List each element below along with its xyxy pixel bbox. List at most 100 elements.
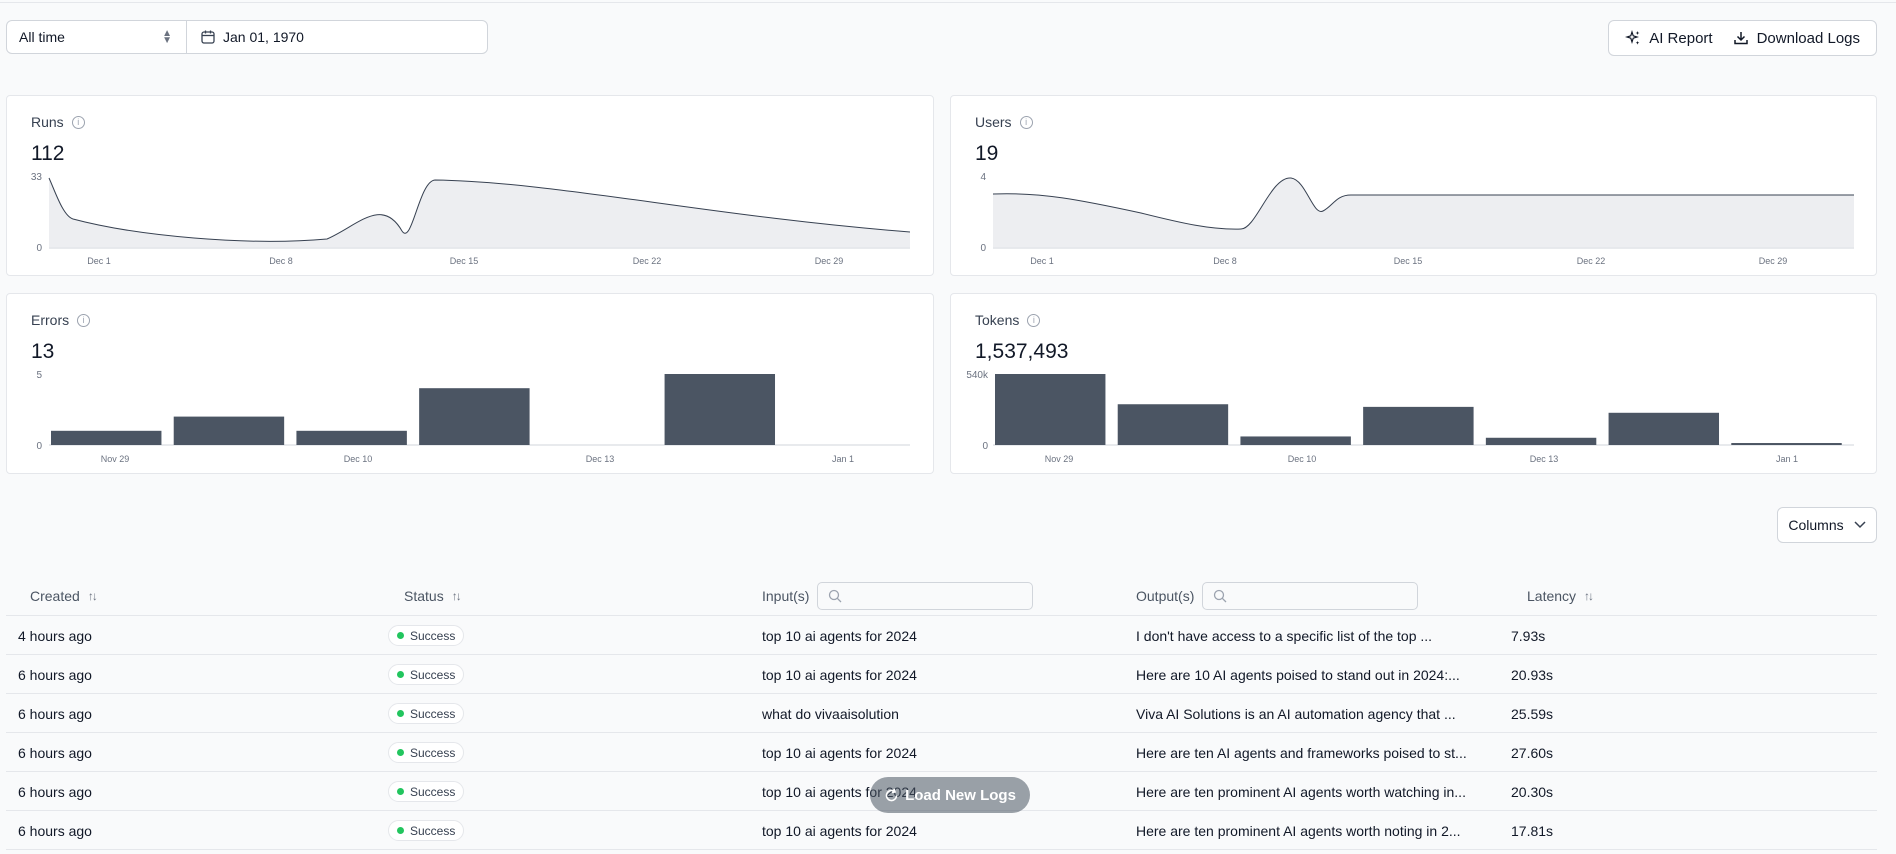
ai-report-label: AI Report xyxy=(1649,29,1713,47)
status-label: Success xyxy=(410,667,456,682)
latency-cell: 25.59s xyxy=(1511,705,1554,722)
sort-icon[interactable]: ↑↓ xyxy=(1584,589,1594,603)
updown-chevron-icon: ▲ ▼ xyxy=(162,28,172,46)
runs-chart: 33 0 Dec 1 Dec 8 Dec 15 Dec 22 Dec 29 xyxy=(31,172,911,266)
runs-area xyxy=(49,178,910,248)
tokens-bar[interactable] xyxy=(1363,406,1474,445)
errors-title-text: Errors xyxy=(31,312,70,328)
runs-xtick: Dec 15 xyxy=(450,256,479,266)
tokens-bar[interactable] xyxy=(1117,404,1229,445)
table-row[interactable]: 6 hours ago Success top 10 ai agents for… xyxy=(6,733,1877,772)
runs-xtick: Dec 29 xyxy=(815,256,844,266)
output-cell: Here are 10 AI agents poised to stand ou… xyxy=(1136,666,1460,683)
created-header[interactable]: Created ↑↓ xyxy=(30,576,98,616)
created-cell: 4 hours ago xyxy=(18,627,92,644)
runs-ymax: 33 xyxy=(31,172,43,183)
tokens-chart: 540k 0 Nov 29 Dec 10 Dec 13 Jan 1 xyxy=(966,370,1854,464)
input-cell: top 10 ai agents for 2024 xyxy=(762,627,917,644)
errors-chart: 5 0 Nov 29 Dec 10 Dec 13 Jan 1 xyxy=(36,370,910,464)
status-badge: Success xyxy=(388,820,465,841)
output-cell: Here are ten AI agents and frameworks po… xyxy=(1136,744,1467,761)
errors-bar[interactable] xyxy=(664,374,776,445)
errors-bar[interactable] xyxy=(173,416,285,445)
status-badge: Success xyxy=(388,625,465,646)
success-dot-icon xyxy=(397,671,404,678)
errors-bar[interactable] xyxy=(296,430,407,445)
status-header[interactable]: Status ↑↓ xyxy=(404,576,462,616)
input-cell: top 10 ai agents for 2024 xyxy=(762,822,917,839)
time-range-value: All time xyxy=(19,29,65,45)
latency-cell: 27.60s xyxy=(1511,744,1554,761)
tokens-bar[interactable] xyxy=(1240,436,1351,445)
errors-card: Errors i 13 5 0 Nov 29 Dec 10 Dec 13 Jan … xyxy=(6,293,934,474)
errors-ymin: 0 xyxy=(36,441,42,452)
logs-table: Created ↑↓ Status ↑↓ Input(s) Output(s) La… xyxy=(6,576,1877,850)
runs-line xyxy=(48,177,911,242)
users-xtick: Dec 15 xyxy=(1394,256,1423,266)
time-range-select[interactable]: All time ▲ ▼ xyxy=(7,21,187,53)
errors-bar[interactable] xyxy=(51,430,162,445)
tokens-bar[interactable] xyxy=(1731,443,1842,445)
info-icon[interactable]: i xyxy=(77,313,91,327)
download-icon xyxy=(1733,32,1748,45)
info-icon[interactable]: i xyxy=(1027,313,1041,327)
date-picker[interactable]: Jan 01, 1970 xyxy=(187,21,487,53)
columns-button[interactable]: Columns xyxy=(1777,507,1877,543)
errors-xtick: Jan 1 xyxy=(832,454,854,464)
latency-header[interactable]: Latency ↑↓ xyxy=(1527,576,1594,616)
tokens-xtick: Nov 29 xyxy=(1045,454,1074,464)
created-cell: 6 hours ago xyxy=(18,783,92,800)
success-dot-icon xyxy=(397,788,404,795)
table-row[interactable]: 4 hours ago Success top 10 ai agents for… xyxy=(6,616,1877,655)
errors-title: Errors i xyxy=(31,312,91,328)
users-area xyxy=(993,177,1854,248)
outputs-search-input[interactable] xyxy=(1202,582,1419,610)
latency-cell: 7.93s xyxy=(1511,627,1546,644)
status-badge: Success xyxy=(388,703,465,724)
load-new-logs-button[interactable]: Load New Logs xyxy=(870,777,1030,813)
table-row[interactable]: 6 hours ago Success what do vivaaisoluti… xyxy=(6,694,1877,733)
info-icon[interactable]: i xyxy=(1019,115,1033,129)
users-value: 19 xyxy=(975,142,999,165)
users-xtick: Dec 1 xyxy=(1030,256,1054,266)
inputs-search-input[interactable] xyxy=(817,582,1034,610)
sort-icon[interactable]: ↑↓ xyxy=(87,589,98,603)
output-cell: Here are ten prominent AI agents worth n… xyxy=(1136,822,1461,839)
inputs-header: Input(s) xyxy=(762,576,1034,616)
runs-xtick: Dec 22 xyxy=(633,256,662,266)
users-chart: 4 0 Dec 1 Dec 8 Dec 15 Dec 22 Dec 29 xyxy=(980,172,1854,266)
runs-card: Runs i 112 33 0 Dec 1 Dec 8 Dec 15 Dec 22… xyxy=(6,95,934,276)
tokens-value: 1,537,493 xyxy=(975,340,1069,363)
download-logs-button[interactable]: Download Logs xyxy=(1723,21,1870,55)
latency-cell: 20.30s xyxy=(1511,783,1554,800)
tokens-bar[interactable] xyxy=(995,374,1106,445)
load-new-logs-label: Load New Logs xyxy=(905,786,1016,804)
chevron-down-icon xyxy=(1854,521,1866,529)
errors-xtick: Dec 10 xyxy=(344,454,373,464)
success-dot-icon xyxy=(397,827,404,834)
tokens-bar[interactable] xyxy=(1485,437,1597,445)
errors-value: 13 xyxy=(31,340,55,363)
outputs-header-label: Output(s) xyxy=(1136,588,1195,604)
input-cell: top 10 ai agents for 2024 xyxy=(762,744,917,761)
errors-bar[interactable] xyxy=(419,388,530,445)
calendar-icon xyxy=(201,30,215,44)
ai-report-button[interactable]: AI Report xyxy=(1615,21,1722,55)
tokens-xtick: Jan 1 xyxy=(1776,454,1798,464)
status-badge: Success xyxy=(388,664,465,685)
tokens-title: Tokens i xyxy=(975,312,1041,328)
table-row[interactable]: 6 hours ago Success top 10 ai agents for… xyxy=(6,655,1877,694)
tokens-xtick: Dec 10 xyxy=(1288,454,1317,464)
status-label: Success xyxy=(410,823,456,838)
errors-ymax: 5 xyxy=(36,370,42,381)
tokens-bar[interactable] xyxy=(1608,412,1720,445)
runs-ymin: 0 xyxy=(36,243,42,254)
tokens-ymax: 540k xyxy=(966,370,989,381)
table-row[interactable]: 6 hours ago Success top 10 ai agents for… xyxy=(6,811,1877,850)
sort-icon[interactable]: ↑↓ xyxy=(451,589,462,603)
columns-label: Columns xyxy=(1788,517,1844,533)
latency-cell: 17.81s xyxy=(1511,822,1554,839)
status-label: Success xyxy=(410,784,456,799)
info-icon[interactable]: i xyxy=(71,115,85,129)
users-xtick: Dec 29 xyxy=(1759,256,1788,266)
